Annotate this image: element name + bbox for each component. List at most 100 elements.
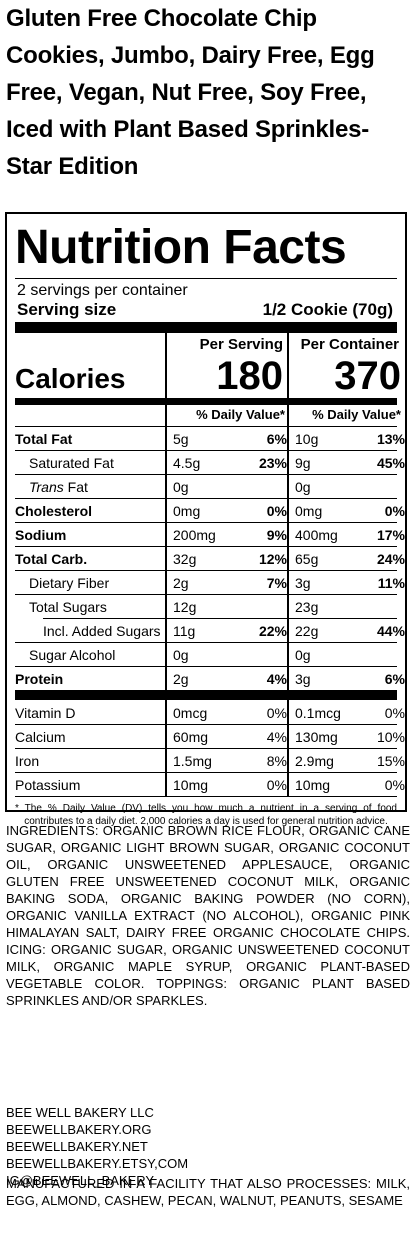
vitamin-row-calcium: Calcium 60mg 4% 130mg 10%: [15, 725, 405, 749]
nutrient-name: Total Sugars: [29, 599, 107, 615]
nutrient-name: Vitamin D: [15, 705, 76, 721]
divider: [15, 594, 397, 595]
daily-value-header-container: % Daily Value*: [312, 407, 401, 422]
dv-per-container: 0%: [384, 705, 405, 721]
dv-per-serving: 0%: [266, 503, 287, 519]
divider: [43, 618, 397, 619]
allergen-facility-statement: MANUFACTURED IN A FACILITY THAT ALSO PRO…: [6, 1176, 410, 1208]
divider: [15, 796, 397, 797]
amount-per-container: 0g: [295, 479, 311, 495]
divider: [15, 724, 397, 725]
divider: [15, 498, 397, 499]
daily-value-header-serving: % Daily Value*: [196, 407, 285, 422]
nutrient-name: Total Carb.: [15, 551, 88, 567]
dv-per-serving: 0%: [266, 777, 287, 793]
amount-per-container: 0mg: [295, 503, 323, 519]
amount-per-serving: 0g: [173, 647, 189, 663]
dv-per-serving: 9%: [266, 527, 287, 543]
dv-per-container: 44%: [376, 623, 405, 639]
dv-per-container: 0%: [384, 503, 405, 519]
divider: [15, 450, 397, 451]
ingredients-text: INGREDIENTS: ORGANIC BROWN RICE FLOUR, O…: [6, 823, 410, 1008]
dv-per-serving: 12%: [258, 551, 287, 567]
vitamin-row-potassium: Potassium 10mg 0% 10mg 0%: [15, 773, 405, 797]
amount-per-container: 22g: [295, 623, 319, 639]
amount-per-serving: 0mcg: [173, 705, 208, 721]
nutrient-name: Iron: [15, 753, 40, 769]
dv-per-serving: 4%: [266, 671, 287, 687]
amount-per-container: 9g: [295, 455, 311, 471]
servings-per-container: 2 servings per container: [17, 282, 188, 299]
amount-per-serving: 0g: [173, 479, 189, 495]
dv-per-serving: 0%: [266, 705, 287, 721]
dv-per-container: 13%: [376, 431, 405, 447]
dv-per-container: 11%: [377, 575, 405, 591]
amount-per-serving: 5g: [173, 431, 189, 447]
dv-per-container: 10%: [376, 729, 405, 745]
nutrient-row-sugar-alcohol: Sugar Alcohol 0g 0g: [15, 643, 397, 667]
divider: [15, 426, 397, 427]
nutrient-row-total-fat: Total Fat 5g 6% 10g 13%: [15, 427, 405, 451]
dv-per-serving: 8%: [266, 753, 287, 769]
nutrient-name: Trans Fat: [29, 479, 88, 495]
column-divider-middle: [287, 333, 289, 797]
dv-per-container: 45%: [376, 455, 405, 471]
calories-divider: [15, 398, 397, 405]
etsy-shop: BEEWELLBAKERY.ETSY,COM: [6, 1156, 189, 1171]
nutrient-name: Calcium: [15, 729, 66, 745]
serving-size-value: 1/2 Cookie (70g): [262, 300, 393, 319]
nutrient-row-total-carb: Total Carb. 32g 12% 65g 24%: [15, 547, 405, 571]
divider: [15, 772, 397, 773]
divider: [15, 570, 397, 571]
amount-per-container: 3g: [295, 671, 311, 687]
amount-per-serving: 1.5mg: [173, 753, 212, 769]
nutrient-name: Dietary Fiber: [29, 575, 110, 591]
nutrient-row-cholesterol: Cholesterol 0mg 0% 0mg 0%: [15, 499, 405, 523]
calories-label: Calories: [15, 363, 126, 394]
nutrient-row-saturated-fat: Saturated Fat 4.5g 23% 9g 45%: [15, 451, 405, 475]
divider: [15, 522, 397, 523]
per-container-header: Per Container: [300, 336, 399, 353]
amount-per-serving: 12g: [173, 599, 197, 615]
amount-per-serving: 4.5g: [173, 455, 201, 471]
amount-per-serving: 60mg: [173, 729, 209, 745]
vitamin-row-vitamin-d: Vitamin D 0mcg 0% 0.1mcg 0%: [15, 701, 405, 725]
dv-per-serving: 23%: [258, 455, 287, 471]
nutrient-row-sodium: Sodium 200mg 9% 400mg 17%: [15, 523, 405, 547]
nutrient-name: Potassium: [15, 777, 81, 793]
amount-per-serving: 2g: [173, 671, 189, 687]
website-net: BEEWELLBAKERY.NET: [6, 1139, 148, 1154]
amount-per-container: 3g: [295, 575, 311, 591]
amount-per-serving: 2g: [173, 575, 189, 591]
amount-per-serving: 200mg: [173, 527, 216, 543]
calories-per-serving: 180: [216, 354, 283, 398]
company-name: BEE WELL BAKERY LLC: [6, 1105, 154, 1120]
nutrient-row-dietary-fiber: Dietary Fiber 2g 7% 3g 11%: [15, 571, 405, 595]
amount-per-container: 0g: [295, 647, 311, 663]
amount-per-container: 23g: [295, 599, 319, 615]
dv-per-serving: 22%: [258, 623, 287, 639]
company-info: BEE WELL BAKERY LLC BEEWELLBAKERY.ORG BE…: [6, 1104, 410, 1189]
nutrition-facts-panel: Nutrition Facts 2 servings per container…: [5, 212, 407, 827]
nutrient-row-total-sugars: Total Sugars 12g 23g: [15, 595, 397, 619]
nutrition-facts-heading: Nutrition Facts: [15, 221, 347, 274]
amount-per-container: 400mg: [295, 527, 338, 543]
dv-per-container: 15%: [376, 753, 405, 769]
amount-per-serving: 32g: [173, 551, 197, 567]
dv-per-container: 24%: [376, 551, 405, 567]
amount-per-serving: 0mg: [173, 503, 201, 519]
nutrient-row-added-sugars: Incl. Added Sugars 11g 22% 22g 44%: [15, 619, 405, 643]
dv-per-serving: 6%: [266, 431, 287, 447]
amount-per-container: 65g: [295, 551, 319, 567]
calories-per-container: 370: [334, 354, 401, 398]
amount-per-serving: 10mg: [173, 777, 209, 793]
divider: [15, 666, 397, 667]
thick-divider: [15, 322, 397, 333]
nutrient-row-trans-fat: Trans Fat 0g 0g: [15, 475, 397, 499]
amount-per-container: 2.9mg: [295, 753, 334, 769]
instagram-handle: IG@BEEWELL_BAKERY: [6, 1173, 155, 1188]
nutrient-name: Incl. Added Sugars: [43, 623, 161, 639]
nutrient-name: Saturated Fat: [29, 455, 114, 471]
divider: [15, 642, 397, 643]
nutrient-name: Protein: [15, 671, 64, 687]
